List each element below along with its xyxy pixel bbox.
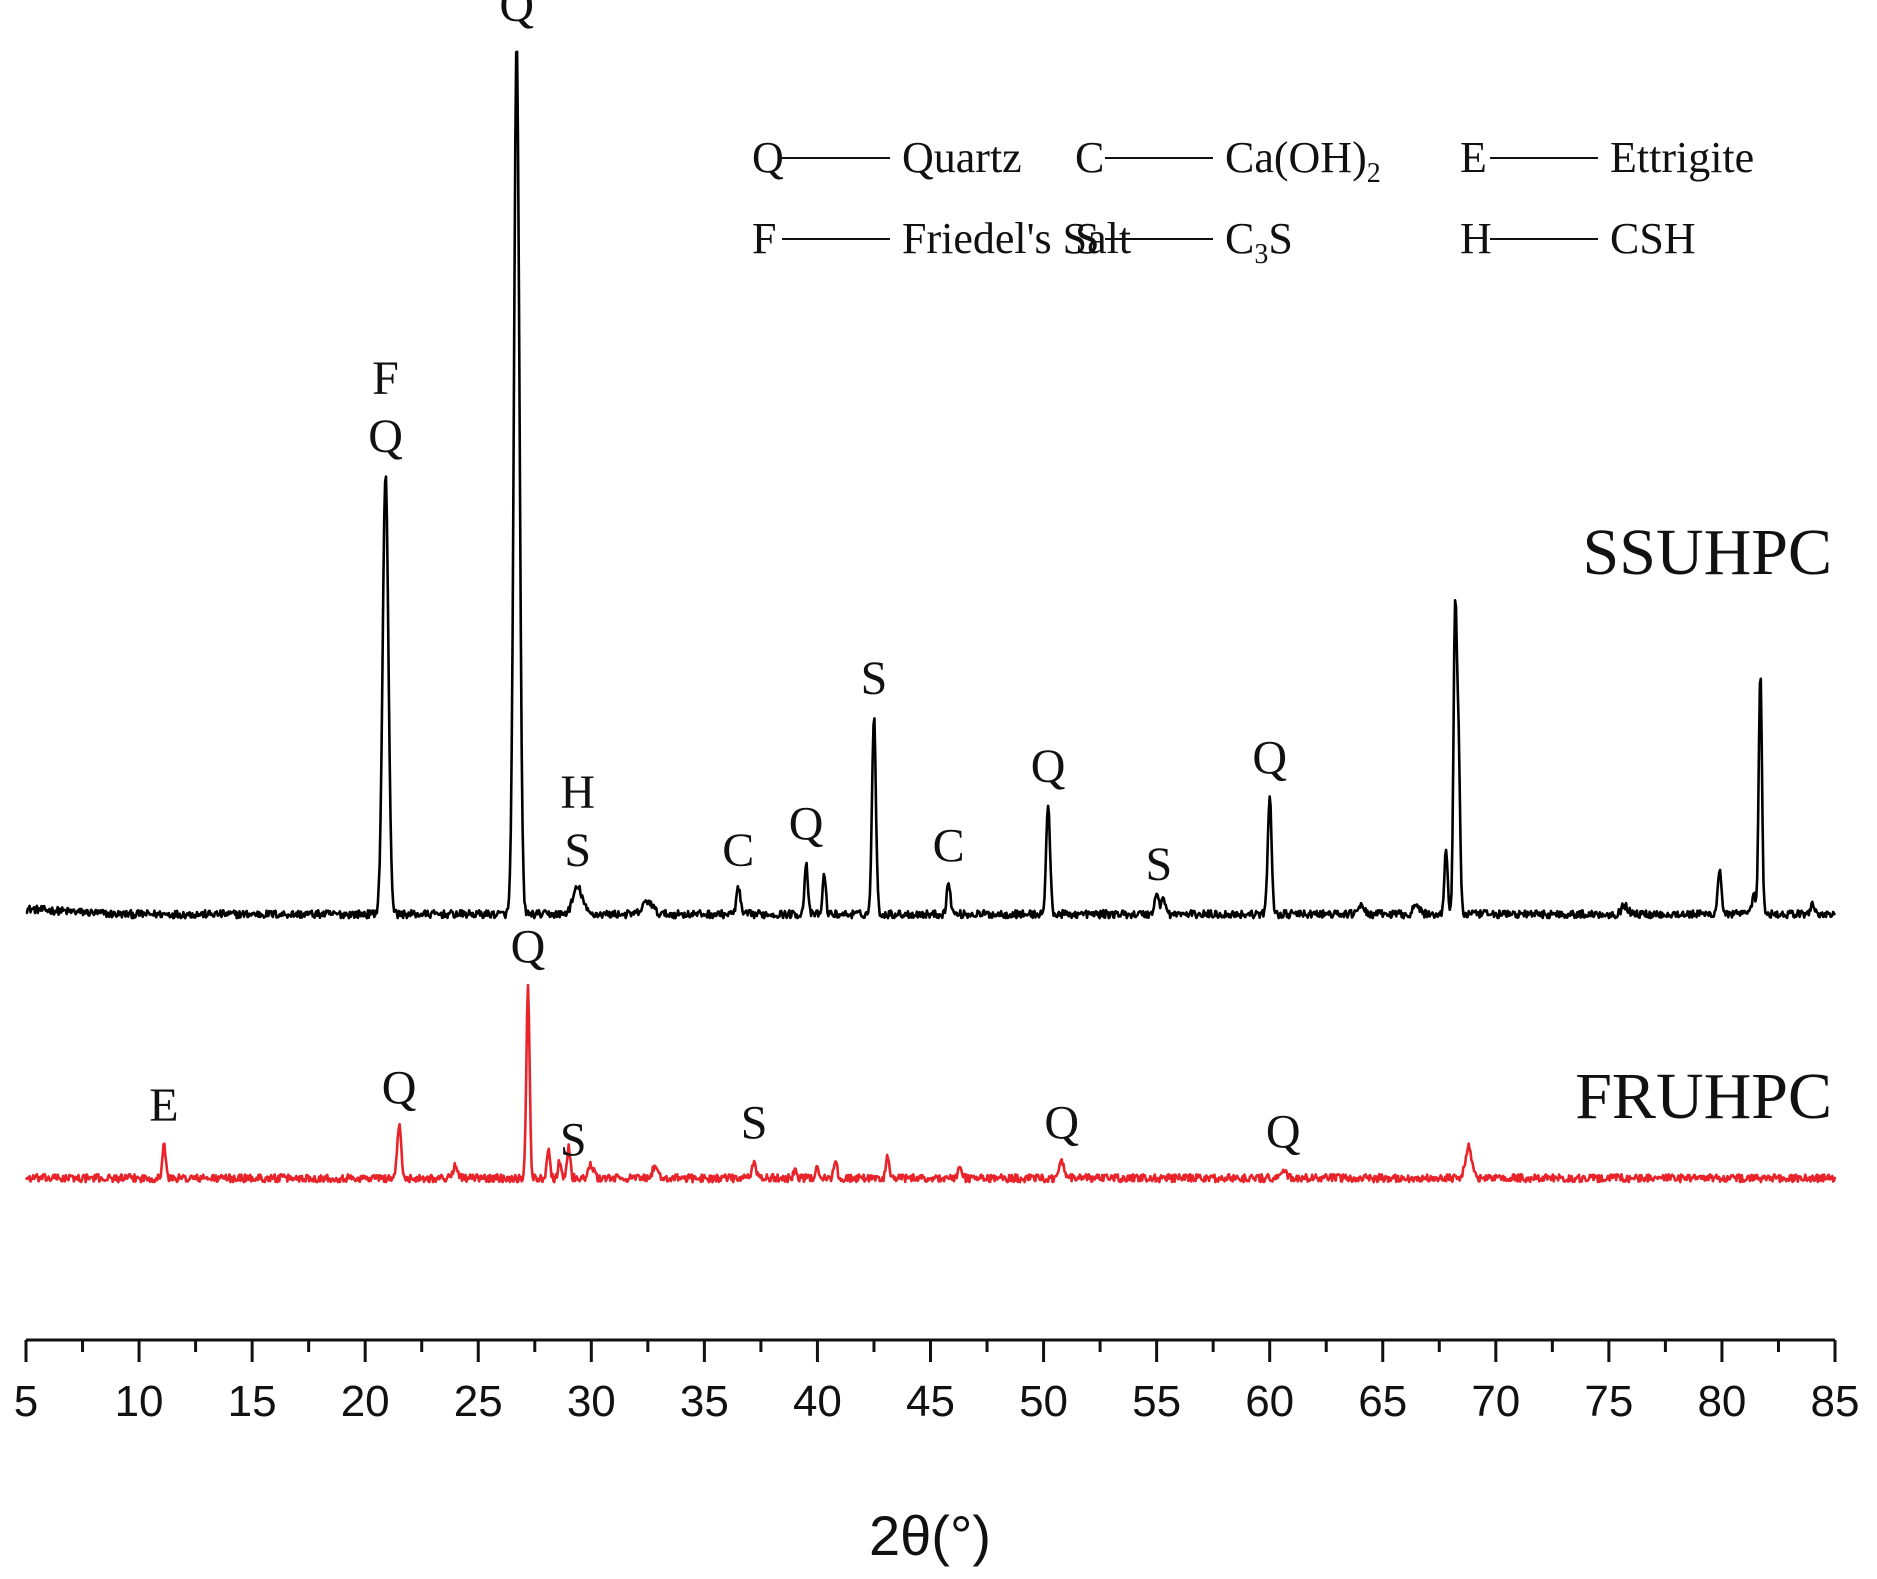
peak-label: Q bbox=[1252, 731, 1287, 784]
legend-name: CSH bbox=[1610, 214, 1696, 263]
x-tick-label: 85 bbox=[1811, 1377, 1860, 1426]
peak-label: E bbox=[149, 1079, 178, 1132]
legend: Q Quartz C Ca(OH)2 E Ettrigite F Friedel's Salt… bbox=[752, 133, 1754, 270]
legend-item: H CSH bbox=[1460, 214, 1696, 263]
peak-label: Q bbox=[511, 921, 546, 974]
legend-item: F Friedel's Salt bbox=[752, 214, 1131, 263]
peak-label: S bbox=[741, 1097, 768, 1150]
legend-name: Ettrigite bbox=[1610, 133, 1754, 182]
peak-label: Q bbox=[1044, 1097, 1079, 1150]
series-name-ssuhpc: SSUHPC bbox=[1583, 516, 1832, 589]
series-layer bbox=[24, 50, 1837, 1184]
series-line-ssuhpc bbox=[25, 50, 1837, 920]
peak-label: F bbox=[372, 352, 399, 405]
peak-label: S bbox=[564, 824, 591, 877]
peak-label: C bbox=[722, 824, 754, 877]
peak-label: H bbox=[560, 766, 595, 819]
peak-label: Q bbox=[1266, 1105, 1301, 1158]
x-tick-label: 15 bbox=[228, 1377, 277, 1426]
x-tick-label: 30 bbox=[567, 1377, 616, 1426]
legend-symbol: E bbox=[1460, 133, 1487, 182]
x-axis-title: 2θ(°) bbox=[869, 1504, 991, 1567]
legend-symbol: C bbox=[1075, 133, 1104, 182]
peak-label: C bbox=[933, 819, 965, 872]
x-tick-label: 65 bbox=[1358, 1377, 1407, 1426]
legend-item: S C3S bbox=[1075, 214, 1293, 270]
legend-name: Quartz bbox=[902, 133, 1022, 182]
x-tick-label: 60 bbox=[1245, 1377, 1294, 1426]
legend-name: Friedel's Salt bbox=[902, 214, 1131, 263]
x-tick-label: 5 bbox=[14, 1377, 38, 1426]
x-tick-label: 50 bbox=[1019, 1377, 1068, 1426]
legend-item: Q Quartz bbox=[752, 133, 1022, 182]
series-line-fruhpc bbox=[24, 983, 1837, 1184]
legend-symbol: F bbox=[752, 214, 776, 263]
series-name-fruhpc: FRUHPC bbox=[1575, 1060, 1832, 1133]
x-axis: 5 10 15 20 25 30 35 40 45 50 55 60 65 70 75 80 85 bbox=[14, 1338, 1860, 1426]
series-labels: SSUHPC FRUHPC bbox=[1575, 516, 1832, 1133]
x-tick-label: 20 bbox=[341, 1377, 390, 1426]
legend-symbol: Q bbox=[752, 133, 784, 182]
legend-name: C3S bbox=[1225, 214, 1293, 270]
x-tick-label: 45 bbox=[906, 1377, 955, 1426]
peak-label: S bbox=[861, 652, 888, 705]
legend-symbol: S bbox=[1075, 214, 1099, 263]
x-tick-label: 40 bbox=[793, 1377, 842, 1426]
peak-label: S bbox=[1146, 838, 1173, 891]
peak-label: Q bbox=[382, 1061, 417, 1114]
x-tick-label: 75 bbox=[1584, 1377, 1633, 1426]
x-tick-label: 55 bbox=[1132, 1377, 1181, 1426]
x-tick-label: 70 bbox=[1471, 1377, 1520, 1426]
peak-label: Q bbox=[789, 797, 824, 850]
peak-label: S bbox=[560, 1114, 587, 1167]
peak-label: Q bbox=[368, 410, 403, 463]
peak-label: Q bbox=[499, 0, 534, 32]
legend-item: E Ettrigite bbox=[1460, 133, 1754, 182]
x-tick-label: 35 bbox=[680, 1377, 729, 1426]
x-tick-label: 10 bbox=[115, 1377, 164, 1426]
legend-name: Ca(OH)2 bbox=[1225, 133, 1381, 189]
peak-label: Q bbox=[1031, 740, 1066, 793]
x-tick-label: 80 bbox=[1697, 1377, 1746, 1426]
x-tick-label: 25 bbox=[454, 1377, 503, 1426]
legend-symbol: H bbox=[1460, 214, 1492, 263]
legend-item: C Ca(OH)2 bbox=[1075, 133, 1381, 189]
